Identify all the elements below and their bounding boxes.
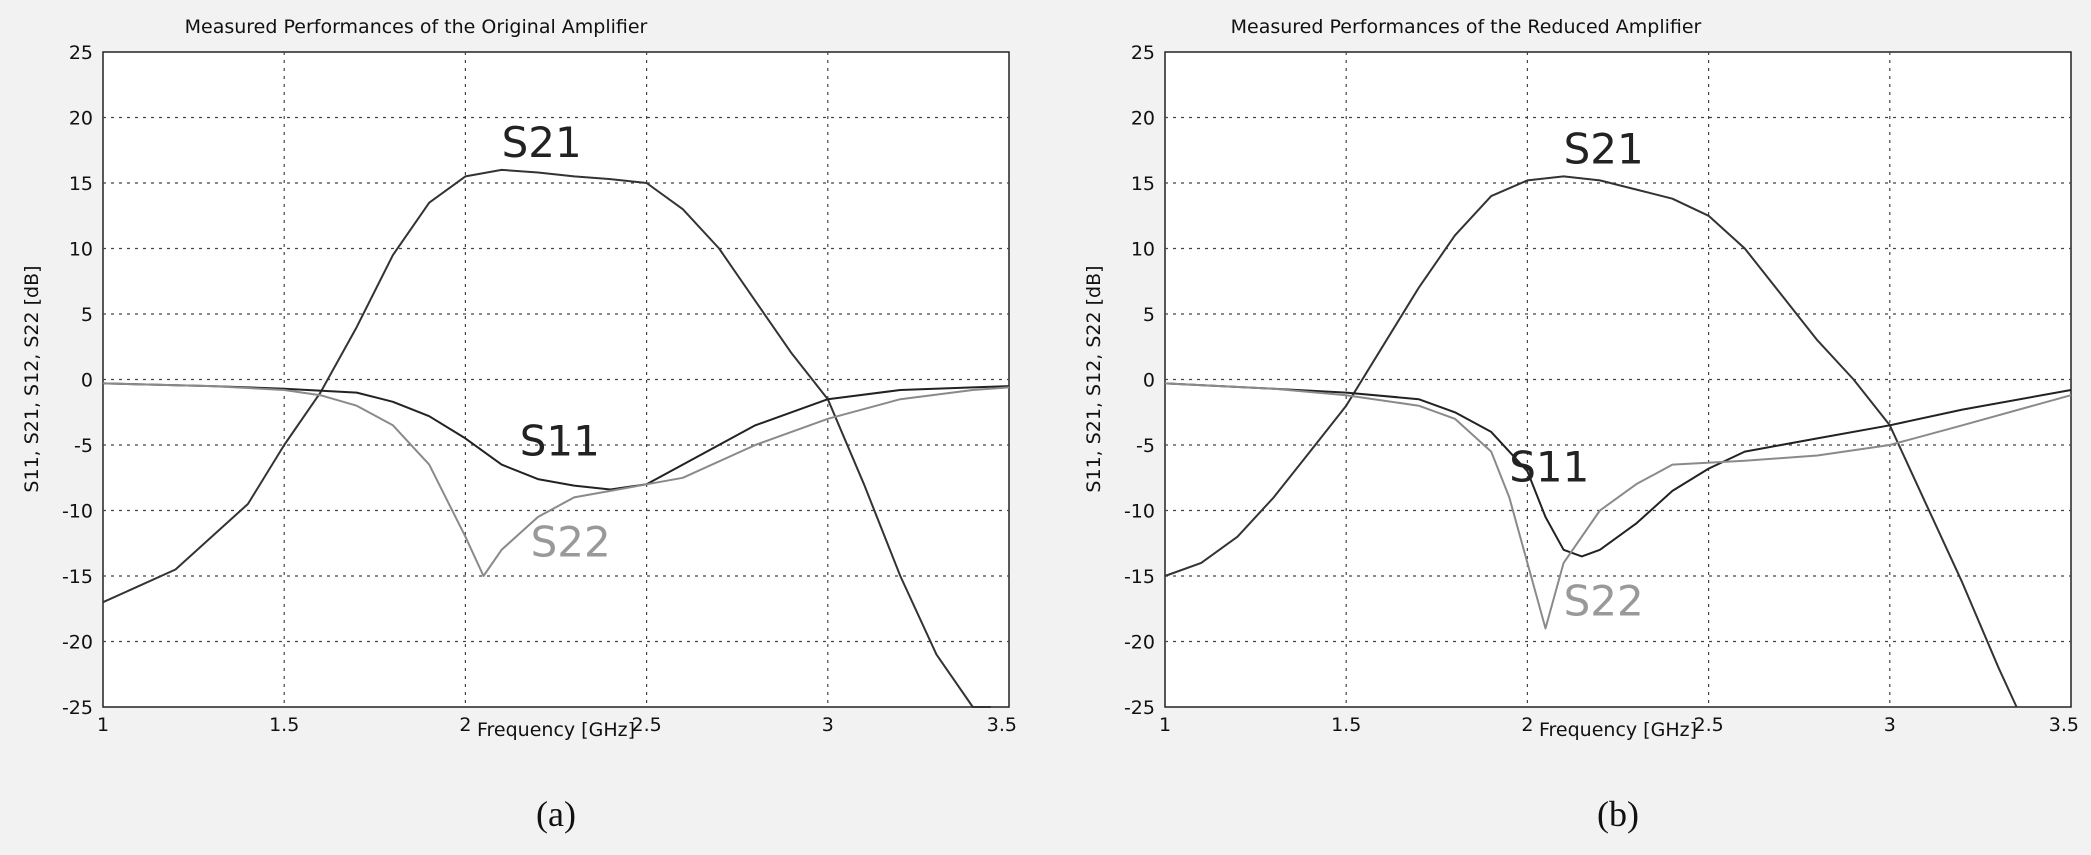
series-label-s21: S21 [1564, 124, 1644, 173]
series-label-s11: S11 [1509, 443, 1589, 492]
y-tick-label: -10 [1124, 501, 1155, 523]
x-tick-label: 1 [1159, 714, 1171, 736]
y-tick-label: -10 [62, 501, 93, 523]
x-axis-ticks: 1 1.5 2 2.5 3 3.5 [1159, 714, 2079, 736]
y-tick-label: 10 [1131, 239, 1155, 261]
y-tick-label: -25 [1124, 697, 1155, 719]
y-tick-label: -20 [62, 632, 93, 654]
x-tick-label: 2 [1521, 714, 1533, 736]
x-tick-label: 1.5 [1331, 714, 1361, 736]
series-label-s22: S22 [1564, 576, 1644, 625]
y-tick-label: 25 [69, 42, 93, 64]
series-line-s11 [1164, 382, 2072, 558]
x-tick-label: 2.5 [1693, 714, 1723, 736]
chart-title: Measured Performances of the Original Am… [185, 16, 648, 38]
grid [103, 52, 1009, 707]
chart-reduced: Measured Performances of the Reduced Amp… [1083, 16, 2079, 834]
x-tick-label: 2.5 [631, 714, 661, 736]
series-label-s11: S11 [520, 416, 600, 465]
x-tick-label: 3 [1884, 714, 1896, 736]
chart-title: Measured Performances of the Reduced Amp… [1231, 16, 1702, 38]
y-axis-ticks: 25 20 15 10 5 0 -5 -10 -15 -20 -25 [62, 42, 93, 719]
x-axis-label: Frequency [GHz] [1539, 719, 1697, 741]
x-tick-label: 2 [459, 714, 471, 736]
y-tick-label: 10 [69, 239, 93, 261]
y-axis-ticks: 25 20 15 10 5 0 -5 -10 -15 -20 -25 [1124, 42, 1155, 719]
x-axis-ticks: 1 1.5 2 2.5 3 3.5 [97, 714, 1017, 736]
series-lines [1164, 175, 2072, 708]
series-line-s22 [1164, 382, 2072, 630]
chart-original: Measured Performances of the Original Am… [21, 16, 1017, 834]
y-tick-label: 5 [81, 304, 93, 326]
y-tick-label: -5 [1136, 435, 1155, 457]
figure-caption: (a) [536, 794, 576, 834]
y-tick-label: 5 [1143, 304, 1155, 326]
series-line-s22 [102, 382, 1010, 577]
series-label-s21: S21 [502, 118, 582, 167]
y-tick-label: 0 [81, 370, 93, 392]
x-axis-label: Frequency [GHz] [477, 719, 635, 741]
x-tick-label: 3.5 [987, 714, 1017, 736]
y-tick-label: 15 [1131, 173, 1155, 195]
x-tick-label: 1 [97, 714, 109, 736]
grid [1165, 52, 2071, 707]
series-labels: S21 S11 S22 [1509, 124, 1643, 625]
y-axis-label: S11, S21, S12, S22 [dB] [1083, 265, 1105, 492]
y-tick-label: 20 [69, 108, 93, 130]
y-tick-label: -20 [1124, 632, 1155, 654]
y-tick-label: 25 [1131, 42, 1155, 64]
series-line-s11 [102, 382, 1010, 491]
x-tick-label: 3 [822, 714, 834, 736]
y-tick-label: -25 [62, 697, 93, 719]
series-label-s22: S22 [531, 517, 611, 566]
y-tick-label: -5 [74, 435, 93, 457]
y-axis-label: S11, S21, S12, S22 [dB] [21, 265, 43, 492]
figure-caption: (b) [1597, 794, 1639, 834]
x-tick-label: 1.5 [269, 714, 299, 736]
y-tick-label: -15 [62, 566, 93, 588]
y-tick-label: -15 [1124, 566, 1155, 588]
x-tick-label: 3.5 [2049, 714, 2079, 736]
y-tick-label: 15 [69, 173, 93, 195]
y-tick-label: 0 [1143, 370, 1155, 392]
series-labels: S21 S11 S22 [502, 118, 611, 567]
series-line-s21 [102, 168, 991, 708]
y-tick-label: 20 [1131, 108, 1155, 130]
series-lines [102, 168, 1010, 708]
